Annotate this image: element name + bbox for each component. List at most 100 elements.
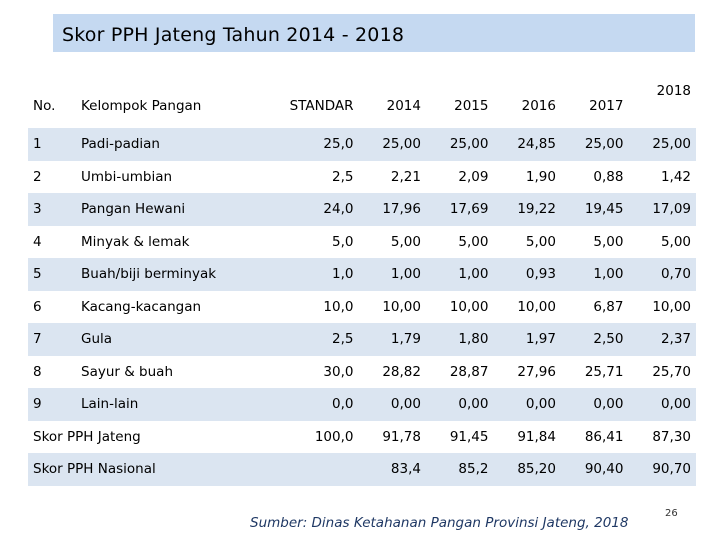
cell-kelompok: Buah/biji berminyak bbox=[81, 266, 217, 283]
skor-jateng-2018: 87,30 bbox=[652, 428, 691, 445]
cell-no: 9 bbox=[33, 396, 42, 413]
cell-2017: 19,45 bbox=[584, 201, 624, 218]
source-note: Sumber: Dinas Ketahanan Pangan Provinsi … bbox=[250, 515, 629, 531]
cell-no: 8 bbox=[33, 363, 42, 380]
header-2017: 2017 bbox=[589, 97, 624, 114]
cell-no: 5 bbox=[33, 266, 42, 283]
cell-no: 4 bbox=[33, 233, 42, 250]
cell-standar: 2,5 bbox=[332, 168, 354, 185]
cell-standar: 25,0 bbox=[323, 136, 354, 153]
cell-2015: 10,00 bbox=[449, 298, 489, 315]
cell-2015: 17,69 bbox=[449, 201, 489, 218]
skor-nasional-2017: 90,40 bbox=[584, 461, 624, 478]
cell-2016: 24,85 bbox=[517, 136, 556, 153]
title-bar bbox=[53, 14, 695, 52]
skor-nasional-2014: 83,4 bbox=[390, 461, 421, 478]
cell-2016: 1,90 bbox=[525, 168, 556, 185]
cell-2016: 0,00 bbox=[525, 396, 556, 413]
header-kelompok-pangan: Kelompok Pangan bbox=[81, 97, 202, 114]
table-row: 3 Pangan Hewani 24,0 17,96 17,69 19,22 1… bbox=[28, 193, 696, 226]
cell-2018: 25,00 bbox=[652, 136, 691, 153]
skor-jateng-2017: 86,41 bbox=[584, 428, 624, 445]
cell-kelompok: Pangan Hewani bbox=[81, 201, 186, 218]
cell-2015: 0,00 bbox=[458, 396, 489, 413]
cell-no: 7 bbox=[33, 331, 42, 348]
cell-2018: 10,00 bbox=[652, 298, 691, 315]
cell-2014: 0,00 bbox=[390, 396, 421, 413]
cell-2015: 25,00 bbox=[449, 136, 489, 153]
cell-standar: 2,5 bbox=[332, 331, 354, 348]
table-row: 5 Buah/biji berminyak 1,0 1,00 1,00 0,93… bbox=[28, 258, 696, 291]
cell-2014: 17,96 bbox=[382, 201, 421, 218]
header-2018: 2018 bbox=[656, 83, 691, 99]
cell-2017: 2,50 bbox=[593, 331, 624, 348]
cell-2016: 0,93 bbox=[525, 266, 556, 283]
header-no: No. bbox=[33, 97, 56, 114]
skor-nasional-2018: 90,70 bbox=[652, 461, 691, 478]
cell-standar: 5,0 bbox=[332, 233, 354, 250]
cell-standar: 10,0 bbox=[323, 298, 354, 315]
cell-2018: 2,37 bbox=[660, 331, 691, 348]
cell-2016: 19,22 bbox=[517, 201, 556, 218]
table-row: 7 Gula 2,5 1,79 1,80 1,97 2,50 2,37 bbox=[28, 323, 696, 356]
cell-no: 3 bbox=[33, 201, 42, 218]
cell-standar: 24,0 bbox=[323, 201, 354, 218]
cell-2018: 5,00 bbox=[660, 233, 691, 250]
table-row: 6 Kacang-kacangan 10,0 10,00 10,00 10,00… bbox=[28, 290, 696, 323]
pph-score-table: No. Kelompok Pangan STANDAR 2014 2015 20… bbox=[28, 83, 696, 486]
skor-pph-nasional-row: Skor PPH Nasional 83,4 85,2 85,20 90,40 … bbox=[28, 453, 696, 486]
skor-nasional-label: Skor PPH Nasional bbox=[33, 461, 156, 478]
table-header-row: No. Kelompok Pangan STANDAR 2014 2015 20… bbox=[28, 83, 696, 128]
table-row: 4 Minyak & lemak 5,0 5,00 5,00 5,00 5,00… bbox=[28, 225, 696, 258]
cell-kelompok: Umbi-umbian bbox=[81, 168, 173, 185]
cell-kelompok: Padi-padian bbox=[81, 136, 160, 153]
table-row: 2 Umbi-umbian 2,5 2,21 2,09 1,90 0,88 1,… bbox=[28, 160, 696, 193]
skor-jateng-2016: 91,84 bbox=[517, 428, 556, 445]
cell-standar: 30,0 bbox=[323, 363, 354, 380]
cell-2014: 25,00 bbox=[382, 136, 421, 153]
cell-2017: 0,00 bbox=[593, 396, 624, 413]
header-2016: 2016 bbox=[521, 97, 556, 114]
cell-2016: 5,00 bbox=[525, 233, 556, 250]
cell-2018: 17,09 bbox=[652, 201, 691, 218]
cell-2016: 1,97 bbox=[525, 331, 556, 348]
cell-no: 1 bbox=[33, 136, 42, 153]
cell-kelompok: Sayur & buah bbox=[81, 363, 174, 380]
cell-2014: 10,00 bbox=[382, 298, 421, 315]
page-number: 26 bbox=[665, 508, 678, 519]
cell-2017: 5,00 bbox=[593, 233, 624, 250]
skor-jateng-2015: 91,45 bbox=[449, 428, 489, 445]
cell-2014: 1,00 bbox=[390, 266, 421, 283]
table-row: 9 Lain-lain 0,0 0,00 0,00 0,00 0,00 0,00 bbox=[28, 388, 696, 421]
skor-nasional-standar bbox=[256, 453, 358, 486]
cell-2018: 0,70 bbox=[660, 266, 691, 283]
cell-2014: 5,00 bbox=[390, 233, 421, 250]
cell-2017: 25,00 bbox=[584, 136, 624, 153]
skor-jateng-label: Skor PPH Jateng bbox=[33, 428, 141, 445]
cell-2018: 25,70 bbox=[652, 363, 691, 380]
cell-2015: 28,87 bbox=[449, 363, 489, 380]
cell-2015: 2,09 bbox=[458, 168, 489, 185]
skor-nasional-2015: 85,2 bbox=[458, 461, 489, 478]
header-2014: 2014 bbox=[386, 97, 421, 114]
skor-nasional-2016: 85,20 bbox=[517, 461, 556, 478]
cell-standar: 1,0 bbox=[332, 266, 354, 283]
cell-2015: 1,80 bbox=[458, 331, 489, 348]
cell-2014: 2,21 bbox=[390, 168, 421, 185]
cell-2014: 28,82 bbox=[382, 363, 421, 380]
cell-2016: 27,96 bbox=[517, 363, 556, 380]
header-2015: 2015 bbox=[454, 97, 489, 114]
cell-2014: 1,79 bbox=[390, 331, 421, 348]
cell-standar: 0,0 bbox=[332, 396, 354, 413]
cell-kelompok: Minyak & lemak bbox=[81, 233, 190, 250]
cell-2016: 10,00 bbox=[517, 298, 556, 315]
table-row: 1 Padi-padian 25,0 25,00 25,00 24,85 25,… bbox=[28, 128, 696, 161]
cell-2018: 1,42 bbox=[660, 168, 691, 185]
cell-2015: 5,00 bbox=[458, 233, 489, 250]
cell-2017: 6,87 bbox=[593, 298, 624, 315]
cell-2018: 0,00 bbox=[660, 396, 691, 413]
cell-2017: 1,00 bbox=[593, 266, 624, 283]
cell-no: 6 bbox=[33, 298, 42, 315]
skor-pph-jateng-row: Skor PPH Jateng 100,0 91,78 91,45 91,84 … bbox=[28, 420, 696, 453]
table-row: 8 Sayur & buah 30,0 28,82 28,87 27,96 25… bbox=[28, 355, 696, 388]
